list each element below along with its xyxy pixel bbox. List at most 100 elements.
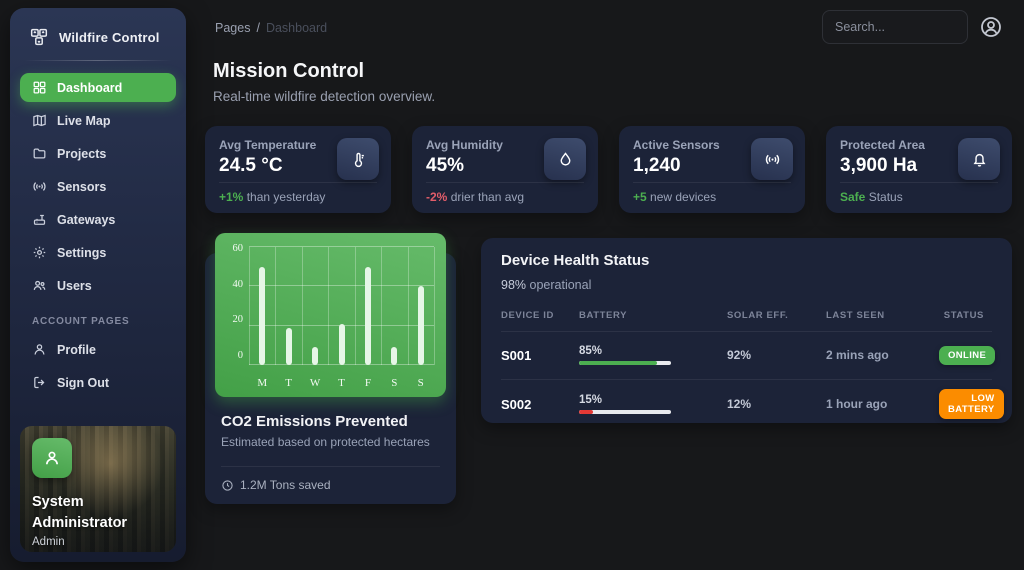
breadcrumb-section[interactable]: Pages — [215, 21, 251, 35]
bar-T-3 — [338, 323, 345, 365]
signal-icon — [32, 179, 47, 194]
chart-subtitle: Estimated based on protected hectares — [221, 435, 430, 449]
sidebar-item-gateways[interactable]: Gateways — [20, 205, 176, 234]
sidebar-user-card[interactable]: System Administrator Admin — [20, 426, 176, 552]
battery-cell: 85% — [579, 345, 727, 365]
sidebar-divider — [24, 60, 172, 61]
device-id: S001 — [501, 347, 532, 363]
x-tick-label: T — [338, 377, 345, 389]
stat-card-protected-area: Protected Area 3,900 Ha Safe Status — [826, 126, 1012, 213]
chart-plot-area: 60 40 20 0 — [223, 243, 435, 365]
stat-footer: +5 new devices — [633, 182, 791, 204]
search-input[interactable] — [822, 10, 968, 44]
person-icon — [32, 342, 47, 357]
col-status: STATUS — [943, 310, 984, 321]
col-last-seen: LAST SEEN — [826, 310, 885, 321]
sidebar-item-projects[interactable]: Projects — [20, 139, 176, 168]
sidebar-item-sensors[interactable]: Sensors — [20, 172, 176, 201]
sidebar-item-label: Live Map — [57, 113, 111, 128]
sidebar-item-settings[interactable]: Settings — [20, 238, 176, 267]
status-badge: ONLINE — [939, 346, 996, 365]
chart-footer-text: 1.2M Tons saved — [240, 478, 331, 492]
device-health-title: Device Health Status — [501, 252, 650, 269]
sidebar: Wildfire Control Dashboard Live Map Proj… — [10, 8, 186, 562]
y-tick-label: 20 — [232, 314, 244, 326]
stat-card-active-sensors: Active Sensors 1,240 +5 new devices — [619, 126, 805, 213]
solar-efficiency: 92% — [727, 348, 752, 362]
battery-percent: 85% — [579, 345, 603, 358]
status-cell: ONLINE — [939, 345, 996, 365]
stat-delta: -2% — [426, 190, 448, 204]
solar-efficiency: 12% — [727, 397, 752, 411]
x-tick-label: S — [391, 377, 398, 389]
breadcrumb: Pages / Dashboard — [215, 21, 327, 35]
bar-S-5 — [391, 347, 398, 365]
app-brand[interactable]: Wildfire Control — [20, 22, 176, 60]
sidebar-section-label: ACCOUNT PAGES — [32, 316, 130, 327]
stat-note: drier than avg — [450, 190, 525, 204]
breadcrumb-current: Dashboard — [265, 21, 328, 35]
stat-label: Avg Temperature — [219, 138, 317, 152]
stat-label: Protected Area — [840, 138, 925, 152]
bar-S-6 — [417, 286, 424, 365]
device-health-subtitle: 98% operational — [501, 278, 592, 292]
stat-delta: +5 — [633, 190, 647, 204]
sidebar-item-label: Gateways — [57, 212, 116, 227]
stats-row: Avg Temperature 24.5 °C +1% than yesterd… — [205, 126, 1012, 213]
stat-card-avg-humidity: Avg Humidity 45% -2% drier than avg — [412, 126, 598, 213]
chart-bars — [249, 246, 435, 365]
stat-card-avg-temperature: Avg Temperature 24.5 °C +1% than yesterd… — [205, 126, 391, 213]
status-badge: LOW BATTERY — [939, 389, 1004, 419]
device-id: S002 — [501, 396, 532, 412]
sidebar-item-dashboard[interactable]: Dashboard — [20, 73, 176, 102]
device-health-card: Device Health Status 98% operational DEV… — [481, 238, 1012, 423]
stat-value: 3,900 Ha — [840, 155, 918, 176]
signal-icon — [751, 138, 793, 180]
sidebar-item-label: Users — [57, 278, 92, 293]
breadcrumb-separator: / — [256, 21, 260, 35]
app-logo-icon — [28, 26, 50, 48]
status-cell: LOW BATTERY — [939, 389, 1004, 419]
sidebar-item-live-map[interactable]: Live Map — [20, 106, 176, 135]
stat-footer: +1% than yesterday — [219, 182, 377, 204]
users-icon — [32, 278, 47, 293]
table-row[interactable]: S002 15% 12% 1 hour ago LOW BATTERY — [501, 379, 1004, 419]
account-circle-icon[interactable] — [979, 15, 1003, 39]
table-header-row: DEVICE ID BATTERY SOLAR EFF. LAST SEEN S… — [501, 310, 992, 321]
y-tick-label: 60 — [232, 243, 244, 254]
sidebar-item-users[interactable]: Users — [20, 271, 176, 300]
sidebar-item-label: Projects — [57, 146, 107, 161]
co2-bar-chart: 60 40 20 0 M T W T F S S — [215, 233, 446, 397]
battery-progressbar — [579, 410, 671, 414]
stat-footer: -2% drier than avg — [426, 182, 584, 204]
user-avatar — [32, 438, 72, 478]
stat-note: new devices — [650, 190, 717, 204]
bar-M-0 — [259, 266, 266, 365]
sidebar-item-sign-out[interactable]: Sign Out — [20, 368, 176, 397]
last-seen: 2 mins ago — [826, 348, 889, 362]
folder-icon — [32, 146, 47, 161]
table-row[interactable]: S001 85% 92% 2 mins ago ONLINE — [501, 331, 996, 369]
battery-cell: 15% — [579, 394, 727, 414]
sidebar-item-profile[interactable]: Profile — [20, 335, 176, 364]
x-tick-label: T — [285, 377, 292, 389]
bar-T-1 — [285, 327, 292, 365]
stat-delta: +1% — [219, 190, 244, 204]
col-battery: BATTERY — [579, 310, 628, 321]
sidebar-item-label: Profile — [57, 342, 96, 357]
x-tick-label: W — [309, 377, 321, 389]
sign-out-icon — [32, 375, 47, 390]
map-icon — [32, 113, 47, 128]
chart-title: CO2 Emissions Prevented — [221, 413, 408, 430]
sidebar-item-label: Sensors — [57, 179, 107, 194]
y-tick-label: 40 — [232, 278, 244, 290]
stat-note: than yesterday — [246, 190, 326, 204]
stat-value: 24.5 °C — [219, 155, 283, 176]
bar-F-4 — [364, 266, 371, 365]
page-subtitle: Real-time wildfire detection overview. — [213, 89, 436, 104]
page-title: Mission Control — [213, 60, 365, 82]
user-role: Admin — [32, 536, 65, 549]
sidebar-item-label: Sign Out — [57, 375, 110, 390]
gear-icon — [32, 245, 47, 260]
